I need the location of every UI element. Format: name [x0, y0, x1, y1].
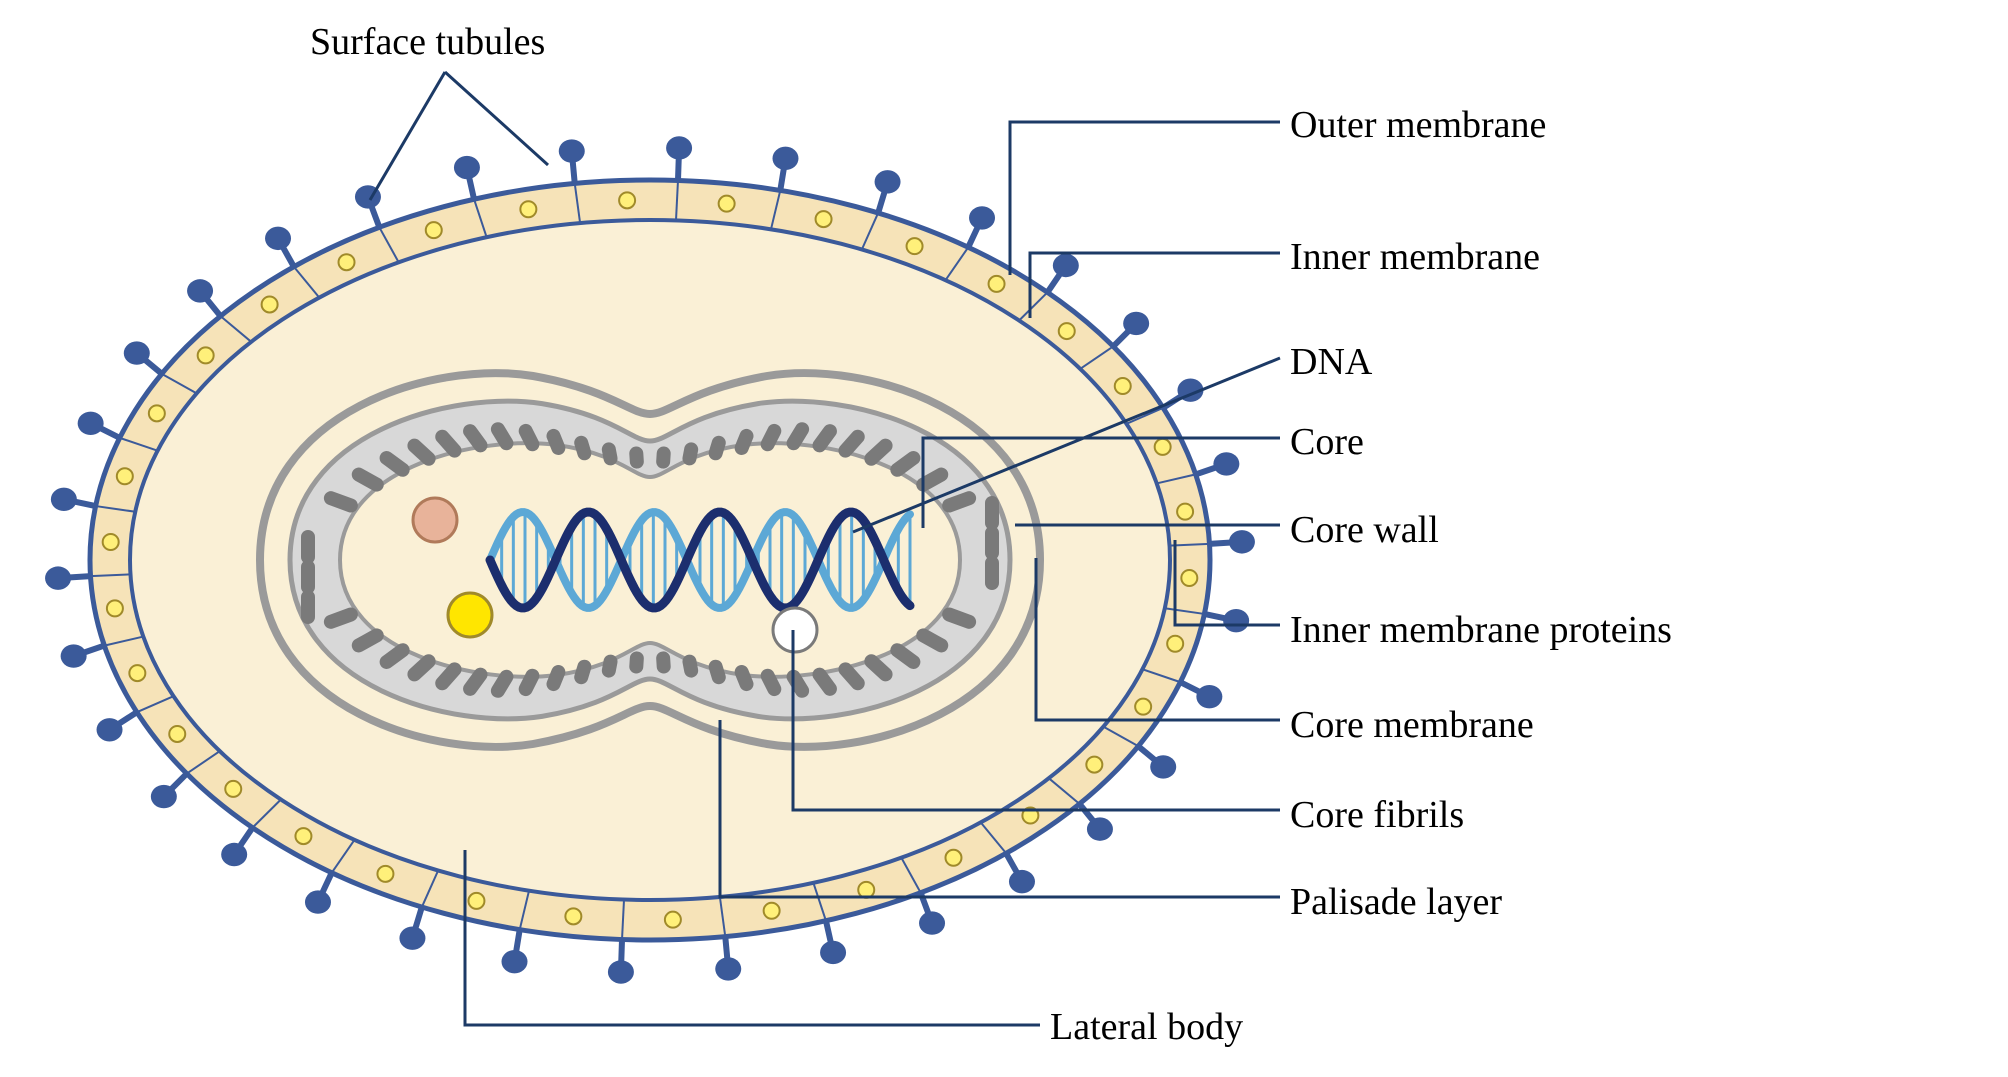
label-palisade-layer: Palisade layer: [1290, 880, 1502, 924]
label-core: Core: [1290, 420, 1364, 464]
core: [260, 373, 1040, 747]
label-core-wall: Core wall: [1290, 508, 1439, 552]
label-surface-tubules: Surface tubules: [310, 20, 545, 64]
label-core-membrane: Core membrane: [1290, 703, 1534, 747]
label-inner-membrane: Inner membrane: [1290, 235, 1540, 279]
virus-diagram: [0, 0, 2008, 1077]
label-lateral-body: Lateral body: [1050, 1005, 1243, 1049]
label-outer-membrane: Outer membrane: [1290, 103, 1546, 147]
label-core-fibrils: Core fibrils: [1290, 793, 1464, 837]
label-inner-membrane-proteins: Inner membrane proteins: [1290, 608, 1672, 652]
core-interior: [340, 443, 960, 677]
label-dna: DNA: [1290, 340, 1372, 384]
